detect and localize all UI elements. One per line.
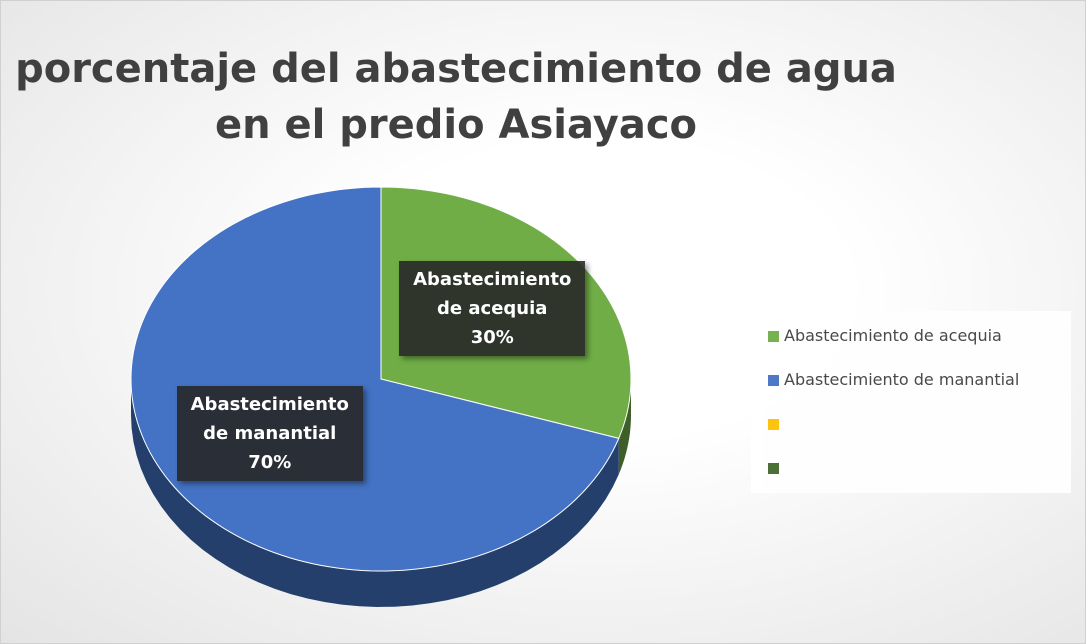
chart-title: porcentaje del abastecimiento de agua en… — [15, 46, 897, 148]
data-label-value: 30% — [470, 327, 514, 349]
data-label: Abastecimiento de manantial 70% — [176, 385, 363, 481]
pie-side — [131, 379, 619, 607]
data-label-category: Abastecimiento de acequia — [413, 269, 572, 320]
data-label-value: 70% — [248, 451, 292, 473]
legend-item — [768, 458, 784, 478]
data-label-category: Abastecimiento de manantial — [190, 393, 349, 444]
legend-item: Abastecimiento de manantial — [768, 370, 1019, 390]
legend-label: Abastecimiento de manantial — [784, 370, 1020, 389]
legend: Abastecimiento de acequia Abastecimiento … — [751, 311, 1071, 493]
legend-item: Abastecimiento de acequia — [768, 326, 1002, 346]
legend-item — [768, 414, 784, 434]
data-label: Abastecimiento de acequia 30% — [399, 261, 586, 357]
legend-swatch — [768, 463, 779, 474]
legend-swatch — [768, 331, 779, 342]
legend-swatch — [768, 419, 779, 430]
legend-swatch — [768, 375, 779, 386]
pie-side — [618, 379, 631, 475]
legend-label: Abastecimiento de acequia — [784, 326, 1002, 345]
